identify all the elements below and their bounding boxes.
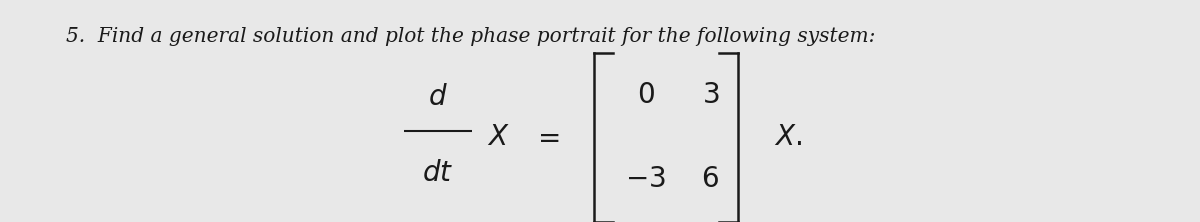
Text: $X.$: $X.$ bbox=[774, 124, 802, 151]
Text: $6$: $6$ bbox=[702, 166, 719, 193]
Text: 5.  Find a general solution and plot the phase portrait for the following system: 5. Find a general solution and plot the … bbox=[66, 27, 875, 46]
Text: $0$: $0$ bbox=[637, 82, 654, 109]
Text: $d$: $d$ bbox=[428, 84, 448, 111]
Text: $=$: $=$ bbox=[532, 124, 560, 151]
Text: $dt$: $dt$ bbox=[422, 160, 454, 187]
Text: $-3$: $-3$ bbox=[625, 166, 666, 193]
Text: $X$: $X$ bbox=[487, 124, 509, 151]
Text: $3$: $3$ bbox=[702, 82, 719, 109]
